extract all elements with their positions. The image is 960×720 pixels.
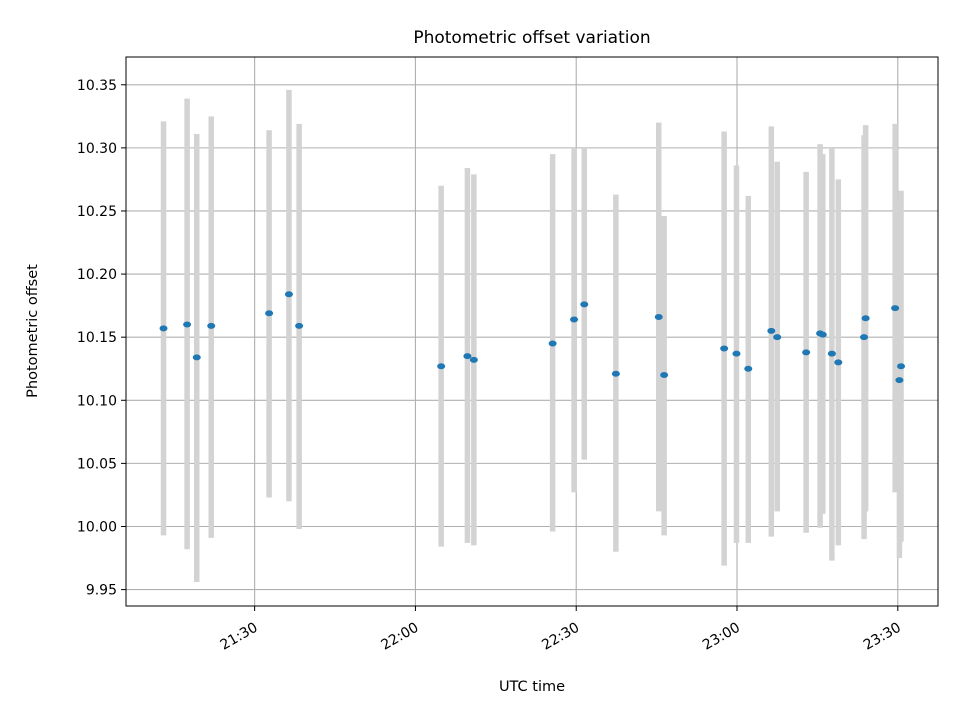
y-tick-label: 10.35 [77,78,117,94]
data-point [660,372,669,379]
data-points [159,291,906,384]
y-tick-label: 10.00 [77,519,117,535]
y-tick-label: 10.15 [77,330,117,346]
y-tick-label: 10.30 [77,141,117,157]
data-point [469,356,478,363]
y-tick-label: 10.10 [77,393,117,409]
data-point [895,377,904,384]
data-point [654,313,663,320]
plot-frame [125,56,939,607]
data-point [827,350,836,357]
data-point [284,291,293,298]
data-point [891,305,900,312]
data-point [580,301,589,308]
data-point [773,334,782,341]
x-axis-title: UTC time [499,679,565,695]
y-tick-label: 10.05 [77,456,117,472]
data-point [192,354,201,361]
data-point [183,321,192,328]
data-point [767,327,776,334]
data-point [834,359,843,366]
y-axis-title: Photometric offset [25,264,41,398]
data-point [861,315,870,322]
data-point [611,370,620,377]
data-point [860,334,869,341]
data-point [548,340,557,347]
data-point [897,363,906,370]
y-tick-label: 10.25 [77,204,117,220]
data-point [265,310,274,317]
data-point [159,325,168,332]
data-point [570,316,579,323]
y-tick-label: 9.95 [86,583,117,599]
y-tick-label: 10.20 [77,267,117,283]
data-point [744,365,753,372]
y-axis-ticks: 9.95 10.00 10.05 10.10 10.15 10.20 10.25 10.30 1… [77,78,126,599]
chart-title: Photometric offset variation [413,28,650,48]
data-point [720,345,729,352]
data-point [437,363,446,370]
data-point [463,353,472,360]
data-point [295,322,304,329]
data-point [802,349,811,356]
data-point [207,322,216,329]
data-point [732,350,741,357]
data-point [818,331,827,338]
